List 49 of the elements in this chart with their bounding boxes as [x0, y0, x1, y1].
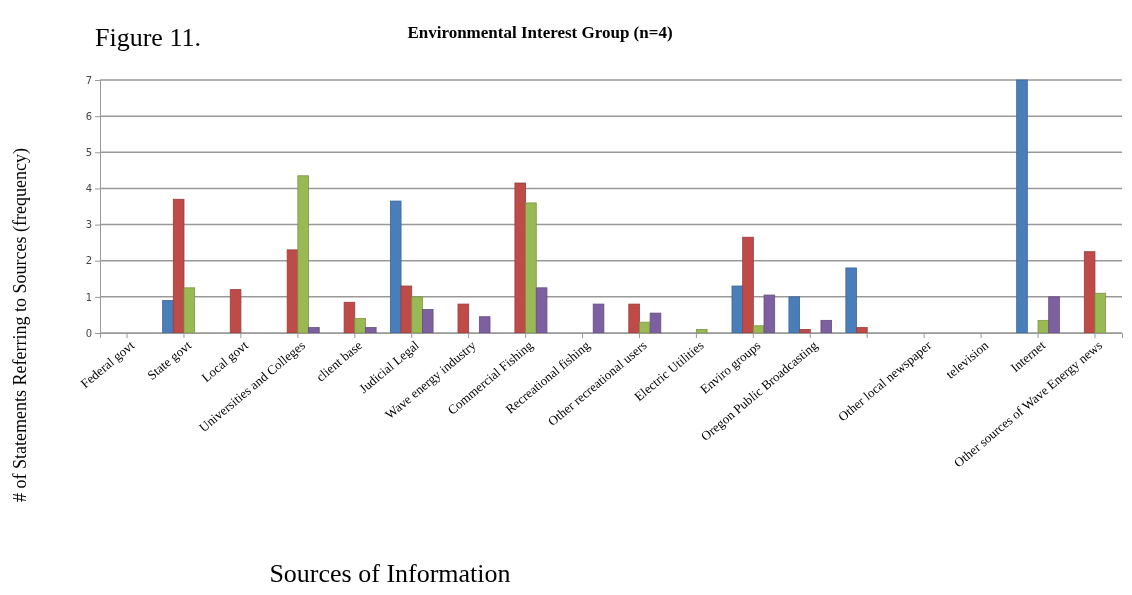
y-tick-label: 4	[85, 183, 92, 195]
bar	[856, 327, 868, 334]
bar	[799, 328, 811, 334]
bar	[525, 202, 537, 334]
bar	[1037, 319, 1050, 334]
bar	[1094, 292, 1107, 334]
bar	[183, 287, 196, 334]
bar	[478, 316, 491, 334]
bar	[1083, 251, 1096, 334]
bar	[763, 294, 776, 334]
bar	[343, 301, 356, 334]
bar	[535, 287, 548, 334]
x-tick-label: State govt	[144, 337, 195, 383]
bar	[162, 300, 174, 334]
bar	[592, 303, 605, 334]
bar	[365, 327, 377, 334]
bar	[845, 267, 857, 334]
y-tick-label: 1	[85, 291, 92, 303]
y-tick-label: 5	[85, 146, 92, 158]
bar	[788, 296, 800, 334]
bar	[1016, 79, 1028, 334]
bar	[731, 285, 744, 334]
y-tick-label: 0	[85, 327, 92, 339]
bar	[422, 309, 434, 334]
bar	[411, 296, 423, 334]
y-tick-label: 6	[85, 110, 92, 122]
x-tick-label: client base	[312, 337, 366, 385]
bar	[389, 200, 402, 334]
y-tick-label: 3	[85, 219, 92, 231]
bar	[229, 289, 242, 334]
bar	[628, 303, 640, 334]
bar	[514, 182, 526, 334]
chart-title: Environmental Interest Group (n=4)	[407, 23, 673, 42]
x-axis-title: Sources of Information	[269, 559, 511, 588]
bar	[1048, 296, 1060, 334]
bar	[297, 175, 309, 334]
bar	[696, 328, 708, 334]
caption: Figure 11.	[95, 23, 201, 52]
bar	[820, 319, 833, 334]
bar	[172, 198, 185, 334]
bar	[649, 312, 662, 334]
y-tick-label: 2	[85, 255, 92, 267]
bar	[308, 327, 320, 334]
y-tick-label: 7	[85, 74, 92, 86]
y-axis-title: # of Statements Referring to Sources (frequency)	[10, 148, 31, 502]
bar	[354, 318, 366, 334]
bar	[457, 303, 470, 334]
bar	[400, 285, 413, 334]
bar	[742, 236, 754, 334]
